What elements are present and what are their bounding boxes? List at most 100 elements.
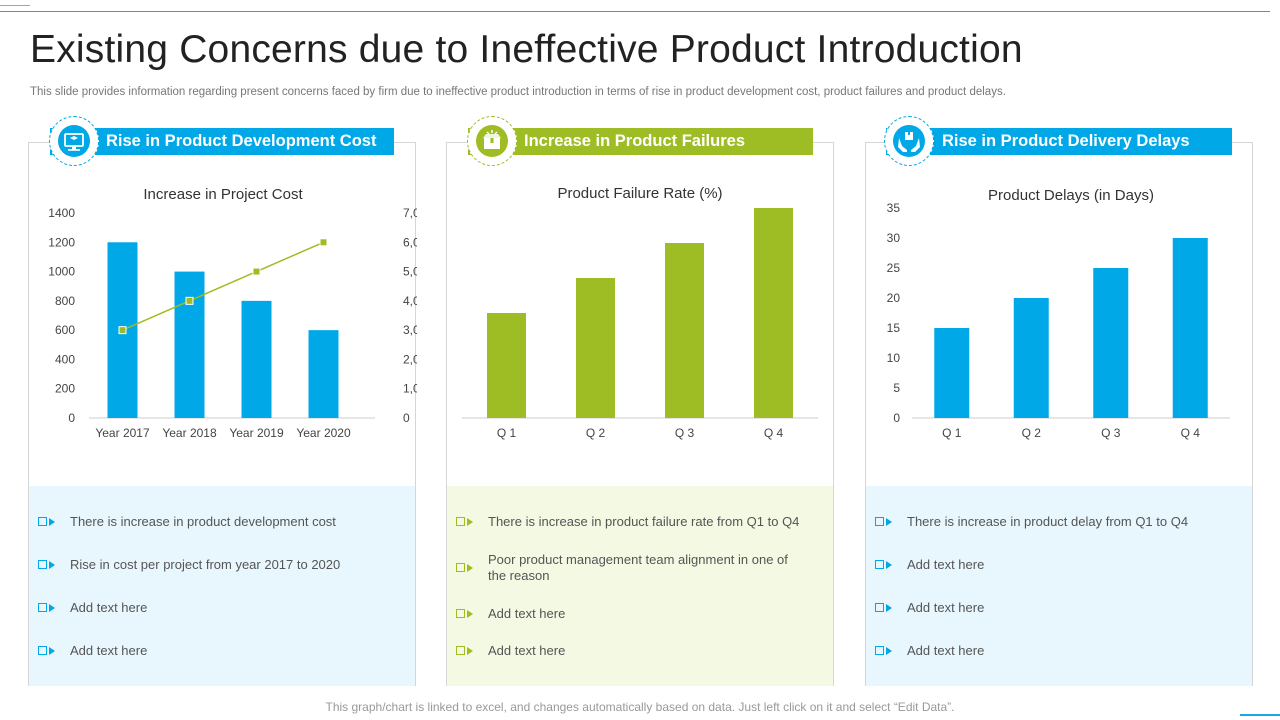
page-title: Existing Concerns due to Ineffective Pro… [30,28,1023,71]
line-point-2 [252,267,261,276]
hands-box-icon [884,116,934,166]
y-tick-label: 15 [887,321,901,335]
panel-product-failures: Product Failure Rate (%) Q 1 Q 2 Q 3 Q 4 [446,142,834,686]
y-tick-label: 1200 [48,235,75,249]
bullet-item: Add text here [456,643,801,659]
bullet-item: There is increase in product development… [38,514,378,530]
bar-q3 [665,243,704,418]
product-delays-chart: Product Delays (in Days) 0 5 10 15 20 25 30 35 Q … [887,187,1230,440]
bullet-icon [875,600,897,616]
bullet-item: Rise in cost per project from year 2017 … [38,557,378,573]
bullet-item: Add text here [875,557,1220,573]
y-tick-label: 10 [887,351,901,365]
page-subtitle: This slide provides information regardin… [30,86,1006,98]
y-tick-label: 800 [55,294,75,308]
bullet-icon [456,514,478,530]
x-tick-label: Q 4 [764,426,784,440]
y-tick-label: 600 [55,323,75,337]
x-tick-label: Year 2020 [296,426,351,440]
y2-tick-label: 6,000 [403,235,417,249]
bar-year-2020 [308,330,339,418]
bullet-icon [456,643,478,659]
bullet-icon [38,600,60,616]
y-tick-label: 30 [887,231,901,245]
x-tick-label: Q 1 [942,426,962,440]
y-tick-label: 1000 [48,265,75,279]
bar-q1 [487,313,526,418]
monitor-icon [49,116,99,166]
panel-heading-development-cost: Rise in Product Development Cost [50,128,394,155]
bar-q2 [576,278,615,418]
bullet-item: Add text here [875,600,1220,616]
bullet-item: Add text here [38,600,378,616]
project-cost-chart: Increase in Project Cost 0 200 400 600 800 100… [48,186,417,440]
bullet-icon [875,514,897,530]
y2-tick-label: 4,000 [403,294,417,308]
x-tick-label: Q 3 [675,426,695,440]
y-tick-label: 5 [893,381,900,395]
bullet-icon [875,557,897,573]
x-tick-label: Q 2 [1022,426,1042,440]
bullet-item: Poor product management team alignment i… [456,552,801,584]
bullet-icon [456,560,478,576]
bar-year-2019 [241,300,272,418]
x-tick-label: Q 2 [586,426,606,440]
line-point-1 [185,296,194,305]
panel-notes-area [447,486,833,686]
top-accent-line [0,11,1270,12]
top-accent-line-short [0,5,30,6]
failure-rate-chart: Product Failure Rate (%) Q 1 Q 2 Q 3 Q 4 [462,185,818,440]
x-tick-label: Year 2019 [229,426,284,440]
x-tick-label: Year 2017 [95,426,150,440]
panel-heading-delivery-delays: Rise in Product Delivery Delays [886,128,1232,155]
panel-notes-area [866,486,1252,686]
bullet-icon [456,606,478,622]
x-tick-label: Q 3 [1101,426,1121,440]
y-tick-label: 35 [887,201,901,215]
y2-tick-label: 0 [403,411,410,425]
bar-q4 [1172,238,1208,418]
corner-accent [1240,714,1280,716]
bullet-icon [875,643,897,659]
bullet-icon [38,643,60,659]
x-tick-label: Year 2018 [162,426,217,440]
bullet-icon [38,514,60,530]
bullet-item: Add text here [38,643,378,659]
x-tick-label: Q 4 [1181,426,1201,440]
chart-title: Product Failure Rate (%) [557,185,722,202]
y-tick-label: 200 [55,382,75,396]
bar-q3 [1093,268,1129,418]
y-tick-label: 1400 [48,206,75,220]
panel-delivery-delays: Product Delays (in Days) 0 5 10 15 20 25 30 35 Q … [865,142,1253,686]
y2-tick-label: 5,000 [403,265,417,279]
bullet-item: Add text here [875,643,1220,659]
y2-tick-label: 1,000 [403,382,417,396]
y2-tick-label: 3,000 [403,323,417,337]
y-tick-label: 400 [55,352,75,366]
bar-q1 [934,328,970,418]
panel-notes-area [29,486,415,686]
chart-title: Increase in Project Cost [143,186,303,203]
x-tick-label: Q 1 [497,426,517,440]
bar-year-2018 [174,271,205,418]
panel-heading-product-failures: Increase in Product Failures [468,128,813,155]
box-icon [467,116,517,166]
line-point-0 [118,326,127,335]
bullet-icon [38,557,60,573]
footer-note: This graph/chart is linked to excel, and… [325,700,955,714]
bar-q4 [754,208,793,418]
chart-title: Product Delays (in Days) [988,187,1154,204]
cost-trend-line [122,241,324,331]
line-point-3 [319,238,328,247]
y2-tick-label: 7,000 [403,206,417,220]
bullet-item: There is increase in product failure rat… [456,514,801,530]
y-tick-label: 25 [887,261,901,275]
y-tick-label: 0 [68,411,75,425]
bar-q2 [1013,298,1049,418]
y-tick-label: 0 [893,411,900,425]
bullet-item: Add text here [456,606,801,622]
y-tick-label: 20 [887,291,901,305]
y2-tick-label: 2,000 [403,352,417,366]
panel-development-cost: Increase in Project Cost 0 200 400 600 800 100… [28,142,417,686]
bullet-item: There is increase in product delay from … [875,514,1220,530]
